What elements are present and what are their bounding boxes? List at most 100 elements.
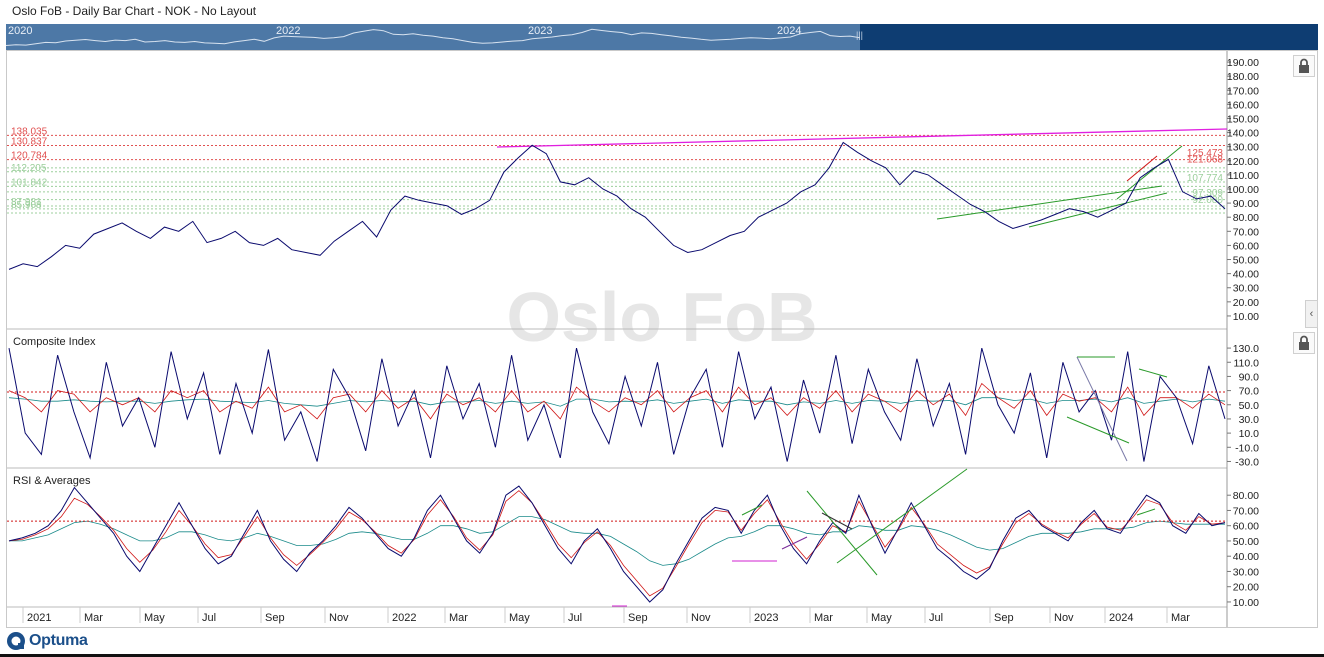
date-axis-tick-label: Nov xyxy=(329,612,349,624)
right-level-label-red: 125.473 xyxy=(1187,148,1224,159)
date-axis-tick-label: Sep xyxy=(994,612,1014,624)
price-axis-tick-label: 80.00 xyxy=(1233,212,1259,224)
date-axis-tick-label: May xyxy=(144,612,165,624)
rsi-line[interactable] xyxy=(8,485,1226,603)
date-axis-tick-label: Jul xyxy=(202,612,216,624)
composite-axis-tick-label: 110.0 xyxy=(1234,357,1260,369)
chart-canvas[interactable]: Oslo FoB 190.00180.00170.00160.00150.001… xyxy=(7,51,1317,627)
rsi-annotation-line[interactable] xyxy=(806,490,878,576)
price-axis-tick-label: 90.00 xyxy=(1233,198,1259,210)
composite-axis-tick-label: -30.0 xyxy=(1235,456,1259,468)
rsi-axis-tick-label: 10.00 xyxy=(1233,597,1259,609)
price-axis-tick-label: 10.00 xyxy=(1233,311,1259,323)
navigator-overview-line xyxy=(6,28,860,46)
price-axis-tick-label: 180.00 xyxy=(1227,71,1259,83)
rsi-panel-title: RSI & Averages xyxy=(13,475,91,487)
date-axis-tick-label: Mar xyxy=(814,612,833,624)
optuma-logo-icon xyxy=(7,632,25,650)
date-axis-tick-label: Mar xyxy=(1171,612,1190,624)
composite-axis-tick-label: 50.0 xyxy=(1239,400,1260,412)
support-trendline-2[interactable] xyxy=(1028,192,1168,228)
date-axis-tick-label: 2023 xyxy=(754,612,778,624)
navigator-year-label: 2024 xyxy=(777,25,802,37)
channel-trendline-red[interactable] xyxy=(1126,155,1158,182)
chart-area[interactable]: Oslo FoB 190.00 180.00 170.00 160.00 150.00 1… xyxy=(6,50,1318,628)
price-axis-tick-label: 160.00 xyxy=(1227,99,1259,111)
price-axis-tick-label: 40.00 xyxy=(1233,269,1259,281)
rsi-annotation-line[interactable] xyxy=(781,536,808,550)
navigator-year-label: 2023 xyxy=(528,25,553,37)
composite-annotation-line[interactable] xyxy=(1066,416,1130,444)
rsi-annotation-line[interactable] xyxy=(821,512,853,530)
rsi-axis-tick-label: 60.00 xyxy=(1233,521,1259,533)
date-axis-tick-label: May xyxy=(871,612,892,624)
price-axis-tick-label: 20.00 xyxy=(1233,297,1259,309)
rsi-axis-tick-label: 20.00 xyxy=(1233,582,1259,594)
rsi-annotation-line[interactable] xyxy=(836,468,968,564)
right-level-label-green: 92.080 xyxy=(1192,195,1223,206)
fib-level-label-red: 120.784 xyxy=(11,151,48,162)
support-trendline[interactable] xyxy=(936,185,1163,220)
lock-icon[interactable] xyxy=(1293,332,1315,354)
window-bottom-border xyxy=(0,654,1324,657)
date-axis-tick-label: Nov xyxy=(1054,612,1074,624)
composite-axis[interactable]: 130.0 110.0 90.0 70.0 50.0 30.0 10.0 -10.0 -30.0 xyxy=(1227,343,1259,468)
collapse-panel-chevron-icon[interactable]: ‹ xyxy=(1305,300,1318,328)
rsi-axis-tick-label: 30.00 xyxy=(1233,566,1259,578)
date-axis-tick-label: 2024 xyxy=(1109,612,1133,624)
navigator-year-label: 2022 xyxy=(276,25,301,37)
composite-index-line[interactable] xyxy=(8,347,1226,462)
navigator-selection-window[interactable] xyxy=(6,24,860,50)
date-axis-tick-label: Sep xyxy=(628,612,648,624)
chart-window-title: Oslo FoB - Daily Bar Chart - NOK - No La… xyxy=(12,4,257,18)
navigator-drag-handle[interactable]: ||| xyxy=(856,30,864,40)
optuma-logo-text: Optuma xyxy=(29,632,88,649)
composite-axis-tick-label: 30.0 xyxy=(1239,414,1260,426)
price-axis[interactable]: 190.00 180.00 170.00 160.00 150.00 140.00 130.… xyxy=(1227,57,1259,323)
price-axis-tick-label: 30.00 xyxy=(1233,283,1259,295)
rsi-slow-average-line[interactable] xyxy=(9,516,1225,566)
date-axis-tick-label: Mar xyxy=(84,612,103,624)
composite-annotation-line[interactable] xyxy=(1076,356,1128,462)
rsi-axis-tick-label: 40.00 xyxy=(1233,551,1259,563)
composite-fast-average-line[interactable] xyxy=(8,382,1226,420)
date-axis-tick-label: Mar xyxy=(449,612,468,624)
timeline-navigator[interactable]: 2020 2022 2023 2024 ||| xyxy=(6,24,1318,50)
date-axis-tick-label: Jul xyxy=(568,612,582,624)
price-axis-tick-label: 140.00 xyxy=(1227,128,1259,140)
navigator-year-label: 2020 xyxy=(8,25,33,37)
price-axis-tick-label: 50.00 xyxy=(1233,255,1259,267)
lock-icon-svg xyxy=(1293,55,1315,77)
fib-level-label-green: 101.842 xyxy=(11,177,48,188)
composite-axis-tick-label: 90.0 xyxy=(1239,371,1260,383)
lock-icon[interactable] xyxy=(1293,55,1315,77)
price-series-line[interactable] xyxy=(8,141,1226,270)
right-level-label-red: 121.068 xyxy=(1187,154,1224,165)
channel-trendline[interactable] xyxy=(1116,145,1183,200)
lock-icon-svg xyxy=(1293,332,1315,354)
watermark: Oslo FoB xyxy=(506,278,817,356)
rsi-axis-tick-label: 50.00 xyxy=(1233,536,1259,548)
rsi-axis[interactable]: 80.00 70.00 60.00 50.00 40.00 30.00 20.00 10.00 xyxy=(1227,490,1259,609)
price-axis-tick-label: 100.00 xyxy=(1227,184,1259,196)
price-axis-tick-label: 170.00 xyxy=(1227,85,1259,97)
price-axis-tick-label: 130.00 xyxy=(1227,142,1259,154)
date-axis-tick-label: Nov xyxy=(691,612,711,624)
rsi-annotation-line[interactable] xyxy=(741,504,763,516)
composite-panel-title: Composite Index xyxy=(13,336,96,348)
composite-annotation-line[interactable] xyxy=(1138,368,1168,378)
optuma-logo: Optuma xyxy=(6,630,88,652)
date-axis-tick-label: 2022 xyxy=(392,612,416,624)
date-axis[interactable]: 2021 Mar May Jul Sep Nov 2022 Mar May Jul Sep Nov 20… xyxy=(22,607,1190,624)
price-axis-tick-label: 190.00 xyxy=(1227,57,1259,69)
fib-level-label-green: 112.205 xyxy=(11,163,47,174)
resistance-trendline[interactable] xyxy=(496,128,1228,148)
price-axis-tick-label: 60.00 xyxy=(1233,240,1259,252)
rsi-annotation-line[interactable] xyxy=(1136,508,1156,516)
composite-axis-tick-label: 130.0 xyxy=(1233,343,1259,355)
rsi-axis-tick-label: 70.00 xyxy=(1233,505,1259,517)
fib-level-label-green: 85.908 xyxy=(11,200,42,211)
rsi-fast-average-line[interactable] xyxy=(8,490,1226,597)
price-axis-tick-label: 70.00 xyxy=(1233,226,1259,238)
